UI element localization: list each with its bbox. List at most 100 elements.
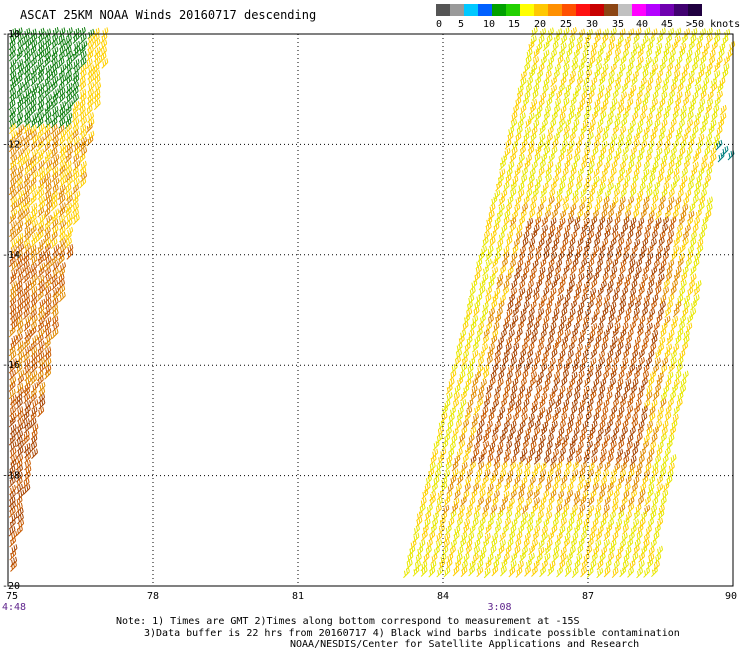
wind-barb	[72, 184, 80, 195]
wind-barb	[36, 129, 44, 140]
wind-barb	[619, 469, 627, 480]
wind-barb	[651, 566, 658, 578]
wind-barb	[654, 455, 662, 466]
wind-barb	[449, 475, 457, 486]
wind-barb	[622, 490, 630, 501]
wind-barb	[498, 196, 506, 207]
wind-barb	[22, 411, 30, 422]
wind-barb	[8, 496, 16, 508]
wind-barb	[666, 469, 674, 480]
wind-barb	[640, 342, 648, 353]
wind-barb	[9, 88, 17, 99]
wind-barb	[503, 209, 511, 221]
wind-barb	[531, 328, 538, 340]
wind-barb	[30, 352, 38, 363]
wind-barb	[648, 406, 656, 417]
wind-barb	[670, 250, 678, 262]
wind-barb	[16, 291, 24, 302]
wind-barb	[705, 167, 713, 178]
wind-barb	[646, 216, 654, 228]
map-axes: 75 78 81 84 87 90-10-12-14-16-18-204:48 3:08	[2, 29, 737, 613]
wind-barb	[617, 307, 625, 318]
wind-barb	[600, 546, 608, 557]
wind-barb	[477, 419, 485, 431]
wind-barb	[499, 363, 506, 375]
wind-barb	[460, 363, 468, 374]
wind-barb	[9, 369, 17, 381]
wind-barb	[721, 68, 729, 80]
wind-barb	[22, 352, 30, 363]
wind-barb	[17, 46, 24, 57]
wind-barb	[513, 271, 521, 283]
wind-barb	[528, 209, 536, 220]
wind-barb	[584, 139, 591, 150]
wind-barb	[526, 252, 534, 264]
wind-barb	[16, 254, 24, 266]
wind-barb	[595, 363, 602, 374]
wind-barb	[614, 349, 622, 360]
wind-barb	[626, 441, 633, 453]
wind-barb	[473, 441, 480, 453]
wind-barb	[571, 363, 579, 374]
wind-barb	[548, 152, 555, 164]
wind-barb	[606, 251, 614, 262]
wind-barb	[496, 378, 504, 389]
wind-barb	[657, 273, 665, 285]
wind-barb	[603, 539, 610, 550]
wind-barb	[600, 70, 607, 81]
wind-barb	[43, 339, 51, 350]
wind-barb	[593, 69, 601, 80]
wind-barb	[697, 202, 705, 213]
wind-barb	[9, 171, 17, 182]
wind-barb	[656, 69, 664, 81]
wind-barb	[16, 105, 24, 116]
wind-barb	[479, 412, 487, 423]
wind-barb	[658, 230, 666, 242]
wind-barb	[686, 287, 694, 298]
wind-barb	[10, 268, 18, 280]
wind-barb	[672, 405, 680, 416]
wind-barb	[555, 89, 563, 101]
wind-barb	[665, 237, 673, 248]
wind-barb	[23, 418, 30, 429]
wind-barb	[553, 273, 561, 285]
wind-barb	[531, 188, 539, 199]
wind-barb	[482, 369, 490, 381]
wind-barb	[516, 461, 523, 472]
wind-barb	[617, 105, 625, 116]
wind-barb	[514, 538, 522, 550]
wind-barb	[626, 230, 634, 241]
wind-barb	[628, 392, 636, 403]
wind-barb	[618, 167, 626, 179]
wind-barb	[506, 433, 514, 444]
wind-barb	[17, 201, 25, 213]
wind-barb	[529, 202, 537, 213]
wind-barb	[17, 519, 25, 530]
wind-barb	[477, 322, 485, 333]
wind-barb	[646, 314, 654, 325]
wind-barb	[652, 426, 659, 437]
wind-barb	[712, 138, 720, 150]
wind-barb	[537, 371, 544, 383]
wind-barb	[16, 220, 24, 231]
wind-barb	[548, 560, 556, 571]
wind-barb	[10, 544, 18, 555]
wind-barb	[22, 208, 30, 219]
wind-barb	[609, 237, 617, 249]
wind-barb	[9, 412, 17, 424]
wind-barb	[472, 511, 480, 522]
wind-barb	[619, 125, 627, 137]
wind-barb	[623, 175, 631, 186]
lon-tick-label: 87	[582, 591, 594, 602]
wind-barb	[699, 90, 707, 101]
lat-tick-label: -20	[2, 581, 20, 592]
wind-barb	[78, 105, 86, 117]
wind-barb	[514, 434, 521, 445]
wind-barb	[420, 566, 428, 577]
wind-barb	[556, 566, 564, 578]
wind-barb	[545, 34, 553, 46]
wind-barb	[640, 510, 648, 522]
wind-barb	[713, 61, 721, 73]
wind-barb	[568, 34, 576, 46]
